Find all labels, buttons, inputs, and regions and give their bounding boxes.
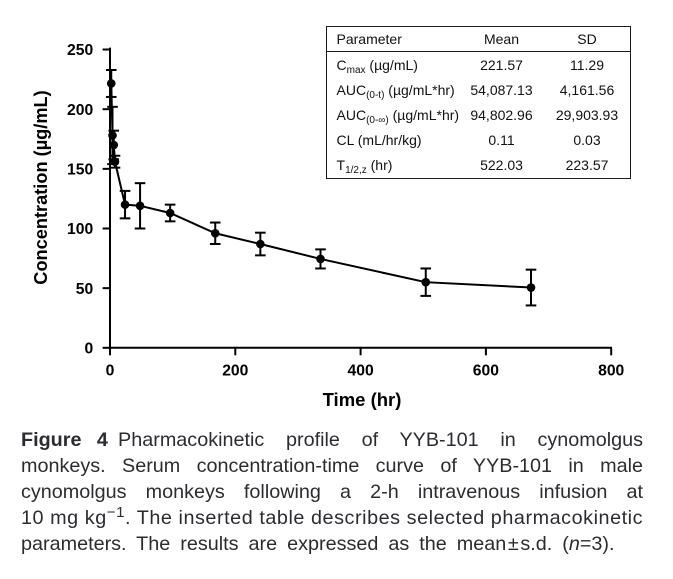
svg-text:200: 200 <box>222 363 248 380</box>
svg-text:Concentration (µg/mL): Concentration (µg/mL) <box>31 90 51 284</box>
svg-text:100: 100 <box>67 221 93 238</box>
svg-text:50: 50 <box>76 281 94 298</box>
svg-text:250: 250 <box>67 42 93 59</box>
svg-text:0: 0 <box>84 341 93 358</box>
svg-text:600: 600 <box>473 363 499 380</box>
svg-text:0: 0 <box>106 363 115 380</box>
svg-text:800: 800 <box>598 363 624 380</box>
svg-text:Time (hr): Time (hr) <box>323 389 402 410</box>
svg-text:150: 150 <box>67 162 93 179</box>
svg-text:400: 400 <box>348 363 374 380</box>
svg-text:200: 200 <box>67 102 93 119</box>
